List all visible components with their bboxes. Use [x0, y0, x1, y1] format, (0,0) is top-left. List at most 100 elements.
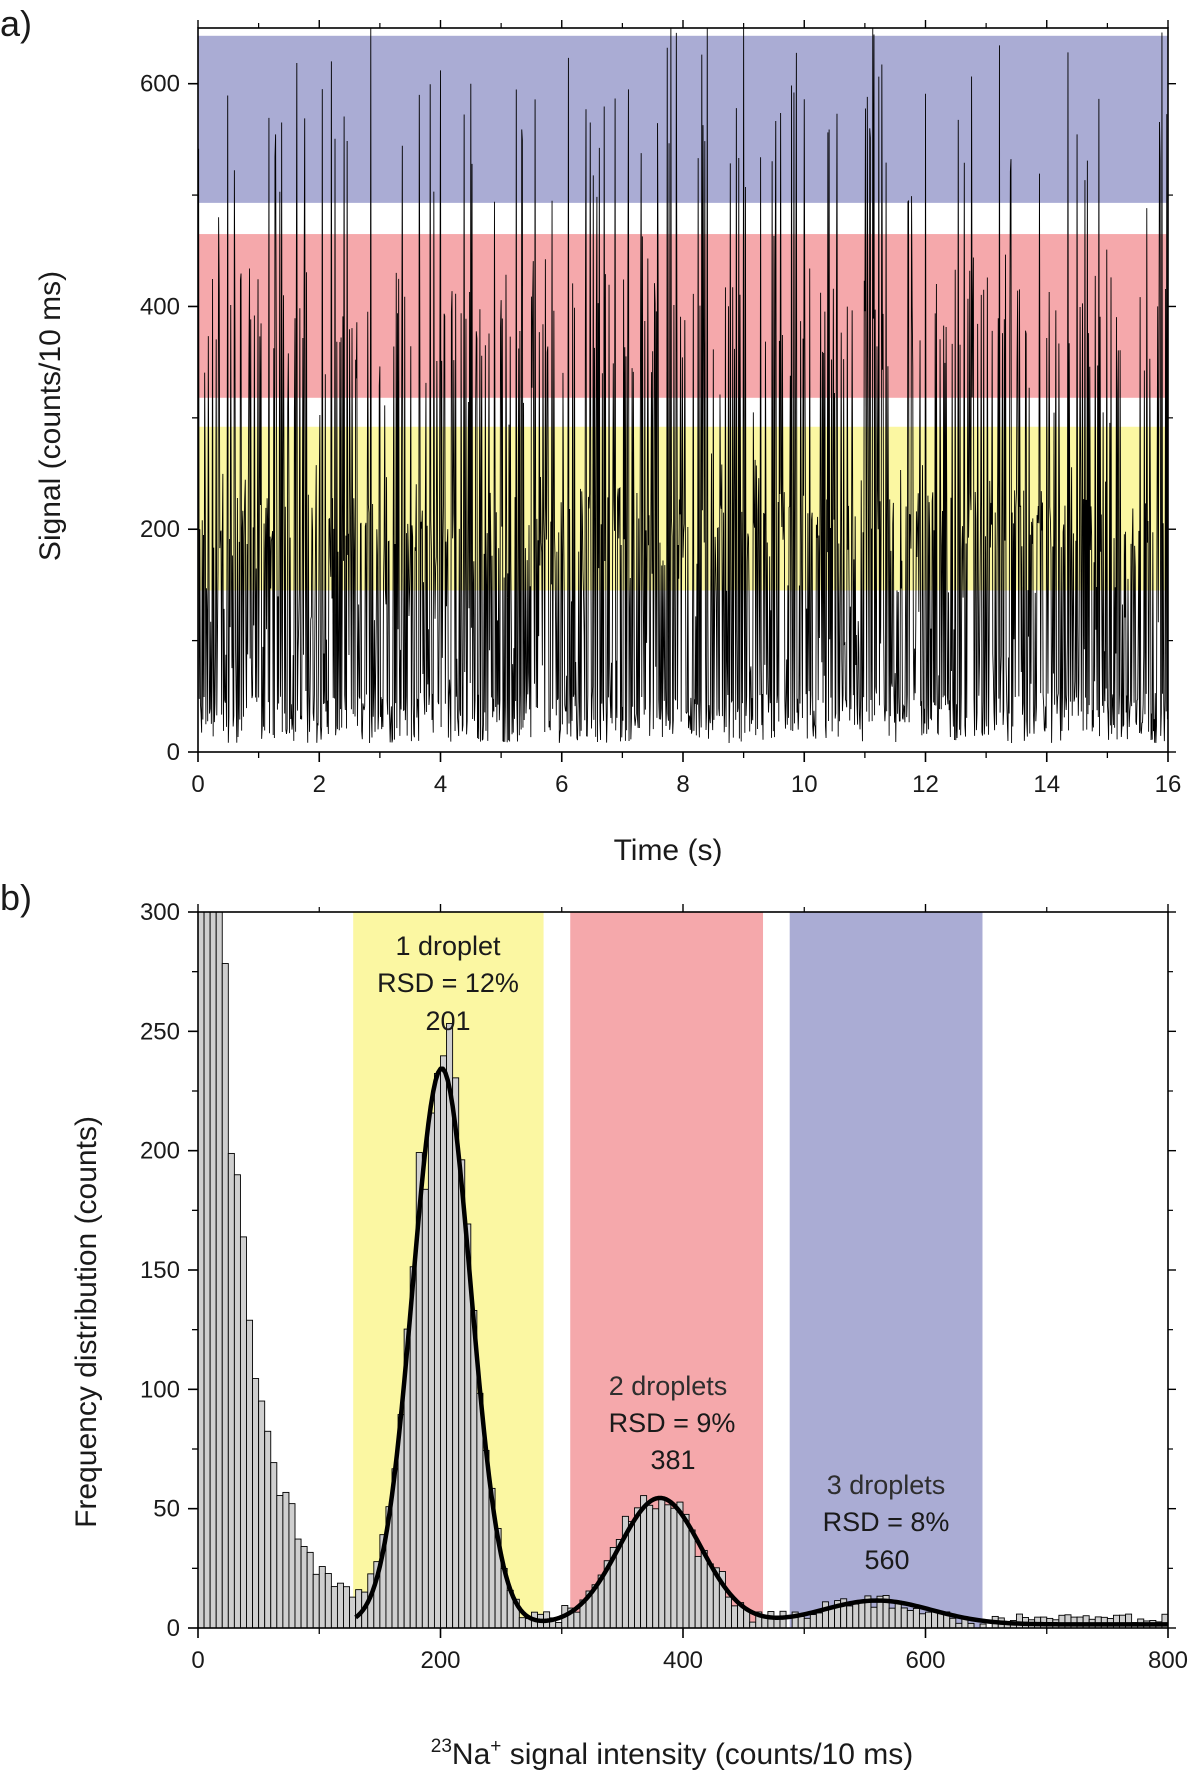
fit-1-rsd: RSD = 12% [377, 968, 519, 998]
histogram-bar [421, 1188, 429, 1629]
histogram-bar [858, 1601, 866, 1629]
histogram-bar [797, 1616, 805, 1629]
histogram-bar [518, 1617, 526, 1629]
histogram-bar [949, 1617, 957, 1629]
histogram-bar [652, 1508, 660, 1629]
x-tick-label: 6 [555, 771, 568, 798]
x-tick-label: 0 [191, 771, 204, 798]
histogram-bar [573, 1611, 581, 1629]
histogram-bar [664, 1504, 672, 1629]
histogram-bar [300, 1546, 308, 1629]
x-axis-charge: + [490, 1736, 501, 1757]
histogram-bar [427, 1112, 435, 1629]
x-tick-label: 600 [905, 1647, 945, 1674]
x-tick-label: 0 [191, 1647, 204, 1674]
histogram-bar [288, 1503, 296, 1629]
histogram-bar [239, 1236, 247, 1629]
histogram-bar [330, 1586, 338, 1629]
signal-series-line [197, 27, 1169, 743]
x-axis-rest: signal intensity (counts/10 ms) [501, 1738, 913, 1771]
x-tick-label: 8 [676, 771, 689, 798]
panel-b: b) 0 200 400 600 800 0 50 100 150 200 250 300 1 dro… [0, 877, 1188, 1771]
histogram-bar [440, 1055, 448, 1629]
x-tick-label: 16 [1155, 771, 1182, 798]
panel-a-axes: 0 2 4 6 8 10 12 14 16 0 200 400 600 [140, 20, 1181, 798]
histogram-bar [252, 1378, 260, 1629]
x-tick-label: 400 [663, 1647, 703, 1674]
panel-b-y-axis-title: Frequency distribution (counts) [70, 1116, 103, 1528]
histogram-bar [700, 1549, 708, 1629]
histogram-bar [724, 1596, 732, 1629]
histogram-bar [433, 1073, 441, 1629]
histogram-bar [246, 1319, 254, 1629]
x-tick-label: 200 [420, 1647, 460, 1674]
histogram-bar [888, 1607, 896, 1629]
histogram-bar [925, 1611, 933, 1629]
fit-1-label: 1 droplet [395, 931, 501, 961]
histogram-bar [221, 963, 229, 1629]
histogram-bar [312, 1573, 320, 1629]
histogram-bar [270, 1462, 278, 1629]
histogram-bar [658, 1498, 666, 1629]
band-3-droplets [789, 912, 983, 1628]
panel-a-label: a) [0, 3, 32, 44]
histogram-bar [197, 911, 205, 1629]
histogram-bar [336, 1582, 344, 1629]
histogram-bar [209, 911, 217, 1629]
histogram-bar [706, 1563, 714, 1629]
x-tick-label: 12 [912, 771, 939, 798]
y-tick-label: 200 [140, 516, 180, 543]
y-tick-label: 100 [140, 1376, 180, 1403]
histogram-bar [821, 1601, 829, 1629]
histogram-bar [227, 1152, 235, 1629]
histogram-bar [937, 1613, 945, 1629]
histogram-bar [343, 1586, 351, 1629]
panel-a-x-axis-title: Time (s) [614, 834, 723, 867]
fit-2-rsd: RSD = 9% [609, 1408, 736, 1438]
histogram-bar [803, 1617, 811, 1629]
histogram-bar [682, 1513, 690, 1629]
y-tick-label: 0 [167, 1615, 180, 1642]
y-tick-label: 150 [140, 1257, 180, 1284]
histogram-bar [749, 1621, 757, 1629]
x-tick-label: 800 [1148, 1647, 1188, 1674]
histogram-bar [918, 1613, 926, 1629]
histogram-bar [203, 911, 211, 1629]
y-tick-label: 50 [153, 1496, 180, 1523]
histogram-bar [688, 1529, 696, 1629]
fit-3-label: 3 droplets [827, 1470, 946, 1500]
histogram-bar [215, 911, 223, 1629]
histogram-bar [676, 1501, 684, 1629]
histogram-bar [912, 1607, 920, 1629]
histogram-bar [670, 1507, 678, 1629]
histogram-bar [815, 1612, 823, 1629]
histogram-bar [846, 1605, 854, 1629]
x-tick-label: 4 [434, 771, 447, 798]
y-tick-label: 250 [140, 1018, 180, 1045]
fit-1-mean: 201 [425, 1006, 470, 1036]
y-tick-label: 300 [140, 899, 180, 926]
histogram-bar [294, 1538, 302, 1629]
histogram-bar [555, 1622, 563, 1629]
x-axis-superscript: 23 [431, 1736, 452, 1757]
fit-2-label: 2 droplets [609, 1371, 728, 1401]
panel-b-x-axis-title: 23Na+ signal intensity (counts/10 ms) [431, 1736, 913, 1771]
histogram-bar [233, 1174, 241, 1629]
histogram-bar [276, 1495, 284, 1629]
histogram-bar [694, 1555, 702, 1629]
gaussian-fit-curve [354, 1066, 1168, 1627]
y-tick-label: 200 [140, 1138, 180, 1165]
fit-3-rsd: RSD = 8% [823, 1507, 950, 1537]
histogram-bar [264, 1430, 272, 1629]
histogram-bar [355, 1589, 363, 1629]
x-tick-label: 10 [791, 771, 818, 798]
panel-a-signal-trace [197, 27, 1169, 743]
histogram-bar [282, 1491, 290, 1629]
histogram-bar [809, 1614, 817, 1629]
y-tick-label: 0 [167, 739, 180, 766]
panel-b-gaussian-fits [354, 1066, 1168, 1627]
histogram-bar [634, 1507, 642, 1629]
panel-a-y-axis-title: Signal (counts/10 ms) [34, 271, 67, 561]
histogram-bar [318, 1566, 326, 1629]
